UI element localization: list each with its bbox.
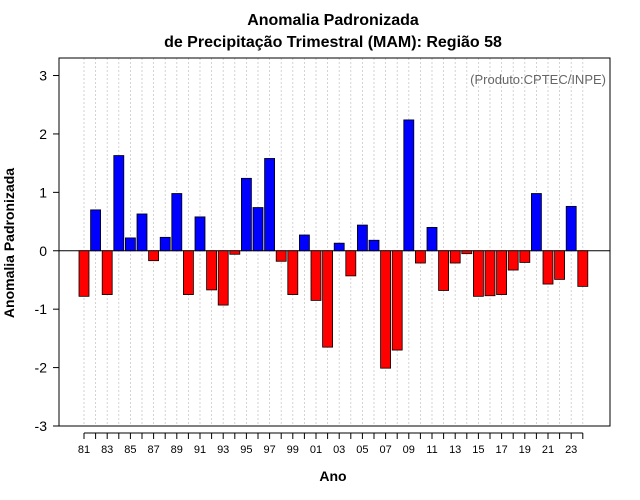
x-tick-label: 91	[194, 444, 206, 456]
bar-2021	[542, 250, 554, 285]
bar-2024	[577, 250, 589, 287]
bar-1989	[171, 193, 183, 252]
y-tick-label: -1	[35, 301, 48, 317]
bar-2012	[438, 250, 450, 291]
bar-1993	[217, 250, 229, 306]
bar-2020	[531, 193, 542, 252]
bar-1982	[90, 209, 101, 252]
x-tick-label: 99	[287, 444, 299, 456]
bar-1988	[159, 236, 171, 252]
bar-2014	[461, 250, 473, 255]
x-tick-label: 21	[542, 444, 554, 456]
x-tick-label: 05	[356, 444, 368, 456]
x-tick-label: 19	[519, 444, 531, 456]
bar-2004	[345, 250, 357, 277]
x-tick-label: 01	[310, 444, 322, 456]
bar-1981	[78, 250, 90, 297]
bar-2002	[322, 250, 334, 348]
bar-1999	[287, 250, 299, 295]
bar-2007	[380, 250, 392, 369]
x-tick-label: 81	[78, 444, 90, 456]
x-tick-label: 15	[472, 444, 484, 456]
bar-1995	[240, 177, 252, 252]
y-axis: -3 -2 -1 0 1 2 3	[35, 68, 59, 434]
bar-2015	[472, 250, 484, 297]
x-tick-label: 83	[101, 444, 113, 456]
bar-2009	[403, 119, 415, 252]
bar-2005	[356, 224, 368, 252]
plot-frame	[58, 57, 611, 427]
y-tick-label: 3	[39, 68, 47, 84]
x-tick-label: 89	[171, 444, 183, 456]
bar-2016	[484, 250, 496, 297]
bar-1985	[125, 237, 136, 252]
bar-2017	[496, 250, 508, 295]
bar-1983	[101, 250, 113, 295]
x-tick-label: 03	[333, 444, 345, 456]
bars	[78, 119, 589, 369]
x-tick-label: 23	[565, 444, 577, 456]
bar-2000	[298, 234, 310, 252]
bar-1996	[252, 207, 264, 252]
x-tick-label: 93	[217, 444, 229, 456]
bar-2010	[414, 250, 426, 264]
bar-2018	[507, 250, 519, 271]
bar-2023	[565, 205, 577, 252]
x-tick-label: 95	[240, 444, 252, 456]
x-tick-label: 09	[403, 444, 415, 456]
bar-2019	[519, 250, 531, 263]
chart-title: Anomalia Padronizada	[247, 12, 419, 29]
bar-1997	[264, 158, 276, 252]
chart-subtitle: de Precipitação Trimestral (MAM): Região…	[164, 34, 502, 51]
y-tick-label: 0	[39, 243, 47, 259]
bar-2022	[554, 250, 565, 280]
bar-1992	[206, 250, 218, 291]
bar-1987	[148, 250, 160, 262]
bar-1984	[113, 155, 125, 252]
grid-lines	[83, 58, 584, 426]
bar-2006	[368, 239, 380, 252]
x-tick-label: 17	[495, 444, 507, 456]
bar-1998	[275, 250, 287, 262]
bar-2008	[391, 250, 403, 351]
x-tick-label: 07	[379, 444, 391, 456]
x-tick-label: 85	[124, 444, 136, 456]
x-axis-title: Ano	[319, 468, 346, 484]
x-tick-label: 87	[147, 444, 159, 456]
y-tick-label: -3	[35, 418, 48, 434]
y-tick-label: -2	[35, 360, 48, 376]
x-tick-label: 13	[449, 444, 461, 456]
bar-2011	[426, 226, 438, 252]
y-axis-title: Anomalia Padronizada	[1, 168, 17, 318]
bar-1991	[194, 216, 206, 252]
bar-2001	[310, 250, 322, 301]
y-tick-label: 1	[39, 184, 47, 200]
bar-1986	[136, 213, 148, 252]
x-tick-label: 97	[263, 444, 275, 456]
bar-2003	[333, 242, 345, 252]
bar-2013	[449, 250, 461, 264]
x-axis: 81 83 85 87 89 91 93 95 97 99 01 03 05 07 09 11 13 15 17 19…	[78, 432, 584, 456]
bar-1994	[229, 250, 241, 255]
bar-1990	[182, 250, 194, 295]
x-tick-label: 11	[426, 444, 437, 456]
source-annotation: (Produto:CPTEC/INPE)	[470, 72, 606, 87]
y-tick-label: 2	[39, 126, 47, 142]
